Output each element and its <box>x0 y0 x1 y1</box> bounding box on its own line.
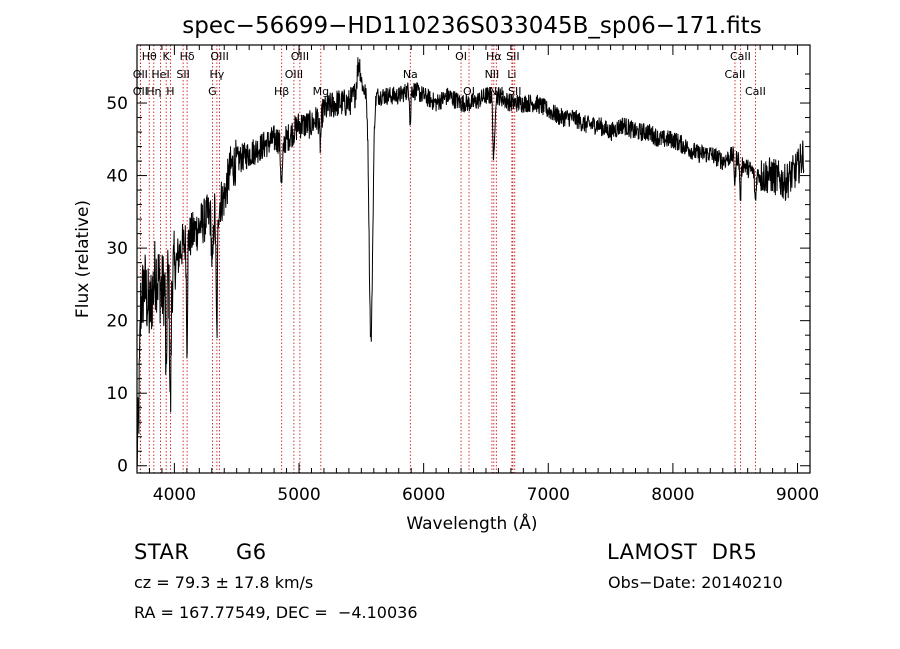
x-tick-label-6000: 6000 <box>402 485 445 505</box>
line-label-5: SII <box>176 68 189 81</box>
coordinates-text: RA = 167.77549, DEC = −4.10036 <box>134 603 418 622</box>
line-label-9: OIII <box>210 50 228 63</box>
line-label-17: OI <box>455 50 467 63</box>
y-tick-label-50: 50 <box>106 94 128 114</box>
line-label-2: Hδ <box>180 50 195 63</box>
y-tick-label-0: 0 <box>117 457 128 477</box>
chart-title: spec−56699−HD110236S033045B_sp06−171.fit… <box>182 13 761 39</box>
x-tick-label-9000: 9000 <box>776 485 819 505</box>
line-label-8: H <box>166 85 174 98</box>
y-tick-label-10: 10 <box>106 384 128 404</box>
y-tick-label-30: 30 <box>106 239 128 259</box>
line-label-1: K <box>163 50 171 63</box>
line-label-11: G <box>208 85 217 98</box>
line-label-7: Hη <box>146 85 161 98</box>
line-label-18: OI <box>463 85 475 98</box>
line-label-10: Hγ <box>209 68 224 81</box>
line-label-13: OIII <box>285 68 303 81</box>
x-tick-label-4000: 4000 <box>153 485 196 505</box>
spectrum-line <box>136 57 805 466</box>
line-label-0: Hθ <box>142 50 157 63</box>
object-class: STAR <box>134 540 190 564</box>
line-label-12: OIII <box>291 50 309 63</box>
x-axis: 4000 5000 6000 7000 8000 9000 <box>136 45 819 505</box>
line-label-24: SII <box>508 85 521 98</box>
redshift-text: cz = 79.3 ± 17.8 km/s <box>134 573 314 592</box>
line-label-27: CaII <box>745 85 766 98</box>
marker-lines-layer <box>139 45 756 473</box>
line-label-25: CaII <box>730 50 751 63</box>
x-tick-label-5000: 5000 <box>277 485 320 505</box>
line-label-19: Hα <box>486 50 502 63</box>
y-tick-label-40: 40 <box>106 167 128 187</box>
y-axis-label: Flux (relative) <box>73 200 93 318</box>
x-tick-label-8000: 8000 <box>651 485 694 505</box>
line-label-4: HeI <box>151 68 169 81</box>
line-label-15: Mg <box>313 85 329 98</box>
y-axis: 0 10 20 30 40 50 <box>106 73 810 477</box>
obs-date-text: Obs−Date: 20140210 <box>608 573 783 592</box>
line-label-22: Li <box>507 68 516 81</box>
line-label-16: Na <box>403 68 418 81</box>
survey-label: LAMOST DR5 <box>607 540 758 564</box>
x-axis-label: Wavelength (Å) <box>406 512 537 534</box>
object-subclass: G6 <box>236 540 267 564</box>
y-tick-label-20: 20 <box>106 312 128 332</box>
x-tick-label-7000: 7000 <box>527 485 570 505</box>
line-label-14: Hβ <box>274 85 289 98</box>
line-label-26: CaII <box>725 68 746 81</box>
plot-frame <box>136 44 811 474</box>
line-label-20: SII <box>506 50 519 63</box>
line-label-21: NII <box>485 68 500 81</box>
